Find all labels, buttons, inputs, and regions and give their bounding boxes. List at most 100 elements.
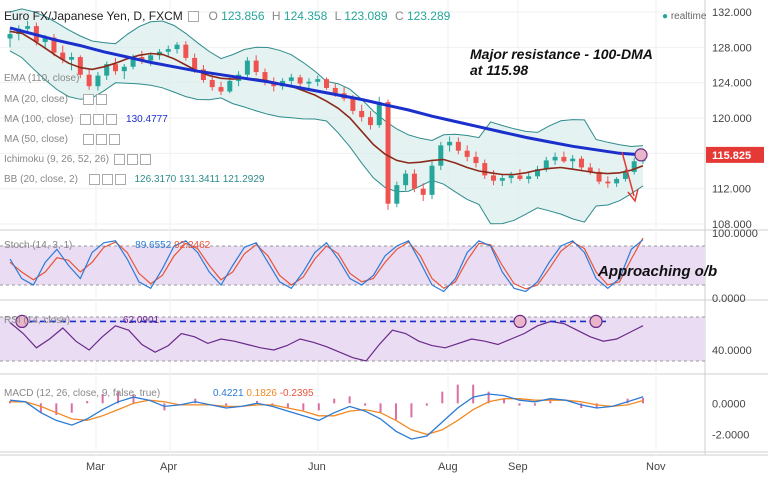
candle-body: [130, 57, 136, 67]
candle-body: [605, 181, 611, 184]
candle-body: [42, 37, 48, 43]
indicator-name: BB (20, close, 2): [4, 174, 78, 186]
candle-body: [183, 44, 189, 58]
price-tick-label: 128.000: [712, 42, 752, 54]
candle-body: [359, 110, 365, 118]
time-tick-label: Aug: [438, 461, 458, 473]
candle-body: [403, 173, 409, 186]
indicator-name: Ichimoku (9, 26, 52, 26): [4, 154, 110, 166]
candle-body: [385, 102, 391, 204]
eye-icon[interactable]: [93, 114, 105, 125]
price-tick-label: 124.000: [712, 78, 752, 90]
bb-upper-value: 131.3411: [178, 174, 220, 186]
last-price-tag: [706, 146, 764, 163]
candle-body: [526, 176, 532, 179]
candle-body: [306, 81, 312, 84]
more-icon[interactable]: [114, 174, 126, 185]
time-tick-label: Mar: [86, 461, 105, 473]
candle-body: [297, 77, 303, 84]
candle-body: [508, 175, 514, 179]
candle-body: [394, 185, 400, 204]
candle-body: [218, 87, 224, 92]
low-label: L: [334, 9, 341, 23]
rsi-peak-marker: [513, 314, 527, 328]
resistance-line2: at 115.98: [470, 62, 529, 78]
candle-body: [324, 79, 329, 88]
price-tick-label: 132.000: [712, 7, 752, 19]
macd-tick-label: -2.0000: [712, 429, 749, 441]
candle-body: [411, 173, 417, 189]
indicator-name: MA (50, close): [4, 134, 68, 146]
visibility-toggle-icon[interactable]: [188, 11, 200, 23]
rsi-panel: [0, 316, 705, 362]
time-tick-label: Jun: [308, 461, 326, 473]
rsi-value: 62.0901: [122, 315, 160, 326]
indicator-ema110[interactable]: EMA (110, close): [4, 74, 79, 84]
stoch-d-line: [9, 237, 644, 290]
candle-body: [253, 60, 259, 73]
stoch-legend: Stoch (14, 3, 1) 89.6552 92.2462: [4, 241, 210, 251]
time-tick-label: Apr: [160, 461, 177, 473]
candle-body: [262, 72, 268, 82]
dma100-line: [9, 26, 644, 157]
annotations-overlay: [15, 148, 648, 328]
realtime-badge: ● realtime: [662, 12, 706, 22]
candle-body: [60, 52, 66, 60]
eye-icon[interactable]: [126, 154, 138, 165]
down-arrow-head: [627, 188, 639, 203]
candle-body: [227, 80, 233, 92]
price-tick-label: 120.000: [712, 113, 752, 125]
eye-icon[interactable]: [101, 174, 113, 185]
candle-body: [86, 74, 92, 87]
candle-body: [596, 171, 602, 182]
macd-panel: [9, 384, 644, 440]
candle-body: [77, 57, 83, 75]
stoch-annotation: Approaching o/b: [598, 263, 718, 280]
candle-body: [499, 178, 505, 181]
more-icon[interactable]: [139, 154, 151, 165]
candle-body: [464, 150, 470, 157]
high-label: H: [271, 9, 281, 23]
candle-body: [376, 102, 382, 126]
indicator-name: MA (100, close): [4, 114, 74, 126]
settings-icon[interactable]: [82, 94, 94, 105]
candle-body: [174, 44, 180, 50]
candle-body: [552, 156, 558, 161]
candle-body: [332, 87, 338, 94]
signal-value: 0.1826: [246, 388, 277, 399]
rsi-peak-marker: [15, 314, 29, 328]
eye-icon[interactable]: [95, 134, 107, 145]
candle-body: [69, 57, 75, 60]
candle-body: [95, 75, 101, 87]
candle-body: [244, 60, 250, 75]
candle-body: [139, 57, 145, 61]
settings-icon[interactable]: [88, 174, 100, 185]
indicator-ichimoku[interactable]: Ichimoku (9, 26, 52, 26): [4, 154, 151, 165]
more-icon[interactable]: [108, 134, 120, 145]
more-icon[interactable]: [106, 114, 118, 125]
resistance-annotation: Major resistance - 100-DMA at 115.98: [470, 46, 653, 78]
candle-body: [113, 64, 118, 72]
bb-basis-value: 126.3170: [134, 174, 177, 186]
price-axis: 132.000128.000124.000120.000116.000112.0…: [86, 7, 764, 473]
candle-body: [148, 55, 154, 61]
eye-icon[interactable]: [95, 94, 107, 105]
rsi-band-fill: [0, 317, 705, 361]
ma20-line: [9, 30, 644, 176]
rsi-name: RSI (14, close): [4, 315, 71, 326]
rsi-peak-marker: [589, 314, 603, 328]
candle-body: [7, 34, 13, 39]
indicator-ma20[interactable]: MA (20, close): [4, 94, 107, 105]
settings-icon[interactable]: [82, 134, 94, 145]
indicator-bb[interactable]: BB (20, close, 2) 126.3170 131.3411 121.…: [4, 174, 264, 185]
indicator-ma100[interactable]: MA (100, close) 130.4777: [4, 114, 168, 125]
indicator-ma50[interactable]: MA (50, close): [4, 134, 120, 145]
settings-icon[interactable]: [113, 154, 125, 165]
symbol-header: Euro FX/Japanese Yen, D, FXCM O 123.856 …: [4, 9, 450, 23]
price-tick-label: 108.000: [712, 219, 752, 231]
high-value: 124.358: [283, 9, 328, 23]
settings-icon[interactable]: [80, 114, 92, 125]
indicator-name: EMA (110, close): [4, 73, 80, 84]
resistance-line1: Major resistance - 100-DMA: [470, 46, 653, 62]
live-dot-icon: ●: [662, 11, 669, 22]
